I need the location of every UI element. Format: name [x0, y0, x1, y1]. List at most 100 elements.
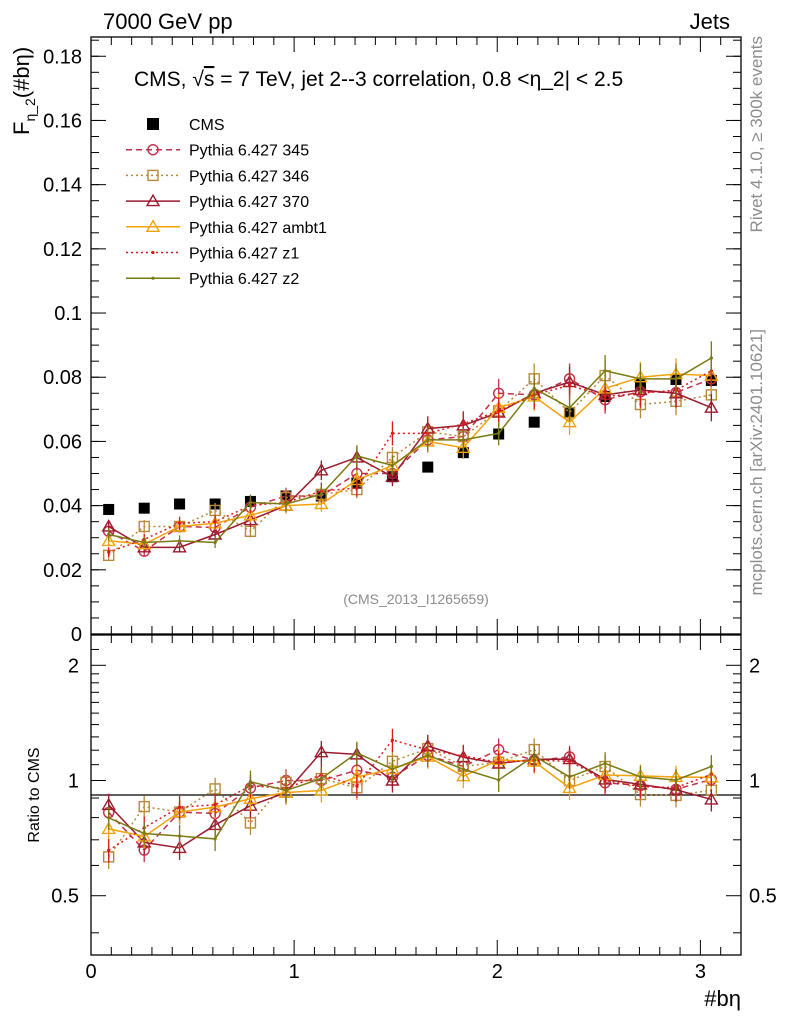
marker-triangle-open [137, 539, 152, 553]
marker-dot [567, 759, 572, 763]
marker-dot [532, 386, 536, 391]
marker-square [138, 502, 150, 514]
marker-triangle-open [243, 507, 258, 521]
mcplots-label: mcplots.cern.ch [arXiv:2401.10621] [747, 329, 766, 595]
marker-dot [497, 760, 501, 764]
marker-triangle-open [456, 440, 471, 454]
marker-dot [355, 486, 359, 490]
marker-triangle-open [314, 496, 329, 510]
ratio-series-pythia-6-427-370 [101, 734, 719, 860]
ratio-line [108, 752, 712, 840]
y-tick-label: 0.02 [43, 560, 82, 582]
marker-dot [284, 788, 288, 793]
legend-label: Pythia 6.427 z1 [189, 246, 299, 263]
ratio-series-pythia-6-427-ambt1 [101, 745, 719, 849]
marker-dot [390, 431, 395, 435]
marker-square-open [138, 800, 150, 813]
marker-dot [213, 540, 217, 545]
marker-square [528, 416, 540, 428]
ratio-line [108, 739, 712, 851]
ratio-series-pythia-6-427-z2 [107, 741, 713, 851]
x-tick-label: 2 [492, 961, 503, 983]
marker-dot [709, 356, 713, 360]
marker-dot [107, 532, 111, 537]
marker-dot [319, 776, 323, 781]
ratio-tick-label-right: 1 [749, 771, 760, 793]
marker-dot [177, 805, 182, 809]
marker-square-open [138, 520, 150, 533]
marker-triangle-open [314, 744, 329, 758]
marker-dot [177, 521, 182, 525]
marker-dot [151, 250, 155, 255]
marker-square [103, 503, 115, 515]
marker-dot [355, 454, 359, 458]
ratio-tick-label: 1 [68, 771, 79, 793]
marker-dot [497, 409, 501, 413]
marker-triangle-open [101, 533, 116, 547]
marker-triangle-open [385, 469, 400, 482]
marker-dot [461, 422, 465, 426]
legend-entry: Pythia 6.427 z2 [126, 271, 299, 288]
marker-dot [355, 784, 359, 788]
y-tick-label: 0.08 [43, 367, 82, 389]
series-pythia-6-427-ambt1 [101, 358, 719, 550]
marker-triangle-open [704, 400, 719, 413]
marker-dot [390, 767, 395, 771]
marker-dot [151, 276, 155, 280]
marker-dot [567, 775, 572, 779]
series-pythia-6-427-346 [102, 360, 718, 562]
marker-dot [213, 837, 217, 841]
legend-entry: Pythia 6.427 346 [126, 168, 309, 185]
x-axis-label: #bη [704, 986, 741, 1011]
legend-entry: CMS [147, 117, 225, 134]
marker-dot [567, 383, 572, 387]
marker-dot [497, 778, 501, 782]
marker-dot [107, 816, 111, 820]
marker-triangle-open [172, 519, 187, 532]
y-tick-label: 0.06 [43, 431, 82, 453]
y-tick-label: 0.1 [54, 303, 82, 325]
marker-dot [284, 502, 288, 506]
marker-dot [461, 754, 465, 758]
marker-dot [532, 754, 536, 758]
marker-dot [497, 431, 501, 435]
marker-triangle-open [101, 821, 116, 835]
marker-dot [107, 550, 111, 554]
marker-dot [248, 780, 253, 784]
ratio-tick-label-right: 0.5 [749, 886, 777, 908]
marker-triangle-open [145, 193, 161, 207]
marker-triangle-open [172, 539, 187, 553]
series-pythia-6-427-z2 [107, 341, 713, 549]
marker-triangle-open [562, 780, 577, 794]
marker-square-open [147, 169, 159, 182]
y-tick-label: 0 [71, 624, 82, 646]
ratio-line [108, 748, 712, 852]
legend-label: CMS [189, 117, 225, 134]
ratio-series-group [101, 728, 719, 869]
svg-text:Fη_2(#bη): Fη_2(#bη) [9, 47, 38, 135]
legend-entry: Pythia 6.427 370 [126, 193, 309, 211]
ratio-axes: 0 1 2 3 0.5 0.5 1 1 2 2 [51, 37, 777, 983]
y-tick-label: 0.16 [43, 110, 82, 132]
x-tick-label: 1 [289, 961, 300, 983]
marker-dot [355, 751, 359, 755]
marker-dot [603, 778, 607, 783]
legend: CMS Pythia 6.427 345 Pythia 6.427 346 Pythi… [126, 117, 327, 288]
legend-entry: Pythia 6.427 z1 [126, 246, 299, 263]
marker-triangle-open [704, 792, 719, 805]
series-line [108, 374, 712, 556]
ratio-series-pythia-6-427-346 [102, 737, 718, 869]
marker-triangle-open [562, 414, 577, 428]
marker-dot [213, 803, 217, 807]
marker-square [174, 498, 186, 510]
marker-dot [213, 520, 217, 524]
marker-dot [638, 775, 643, 779]
marker-dot [177, 834, 182, 838]
legend-entry: Pythia 6.427 ambt1 [126, 219, 327, 237]
marker-dot [674, 778, 678, 782]
x-tick-label: 3 [695, 961, 706, 983]
marker-dot [426, 753, 430, 757]
ratio-y-axis-label: Ratio to CMS [26, 747, 43, 842]
marker-dot [142, 831, 146, 836]
marker-square [422, 461, 434, 473]
